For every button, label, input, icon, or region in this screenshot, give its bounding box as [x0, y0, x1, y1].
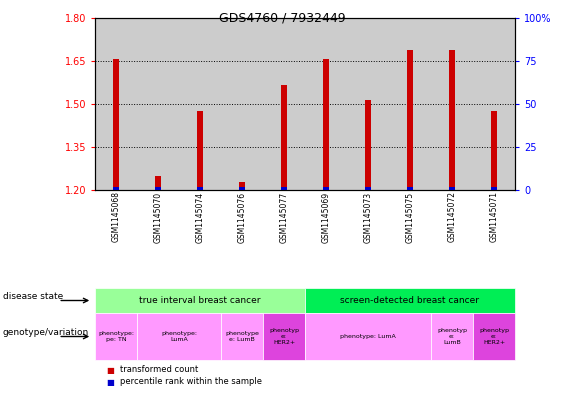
Bar — [239, 187, 245, 190]
Bar — [95, 18, 137, 190]
Bar — [263, 18, 305, 190]
Bar — [389, 18, 431, 190]
Bar — [431, 18, 473, 190]
Bar — [197, 111, 203, 190]
Bar — [407, 187, 413, 190]
Bar — [155, 187, 161, 190]
Text: phenotyp
e:
LumB: phenotyp e: LumB — [437, 328, 467, 345]
Text: GDS4760 / 7932449: GDS4760 / 7932449 — [219, 12, 346, 25]
Text: phenotype
e: LumB: phenotype e: LumB — [225, 331, 259, 342]
Bar — [449, 187, 455, 190]
Bar — [407, 50, 413, 190]
Text: phenotyp
e:
HER2+: phenotyp e: HER2+ — [269, 328, 299, 345]
Bar — [113, 187, 119, 190]
Bar — [221, 18, 263, 190]
Text: ■: ■ — [106, 378, 114, 386]
Text: genotype/variation: genotype/variation — [3, 328, 89, 337]
Bar — [347, 18, 389, 190]
Text: disease state: disease state — [3, 292, 63, 301]
Bar — [323, 187, 329, 190]
Text: percentile rank within the sample: percentile rank within the sample — [120, 378, 262, 386]
Bar — [137, 18, 179, 190]
Bar — [281, 85, 287, 190]
Bar — [239, 182, 245, 190]
Bar — [179, 18, 221, 190]
Bar — [491, 111, 497, 190]
Bar — [365, 187, 371, 190]
Bar — [113, 59, 119, 190]
Bar — [281, 187, 287, 190]
Text: phenotype:
LumA: phenotype: LumA — [161, 331, 197, 342]
Text: phenotyp
e:
HER2+: phenotyp e: HER2+ — [479, 328, 509, 345]
Bar — [491, 187, 497, 190]
Text: phenotype:
pe: TN: phenotype: pe: TN — [98, 331, 134, 342]
Bar — [449, 50, 455, 190]
Text: true interval breast cancer: true interval breast cancer — [139, 296, 261, 305]
Bar — [305, 18, 347, 190]
Bar — [323, 59, 329, 190]
Text: screen-detected breast cancer: screen-detected breast cancer — [341, 296, 480, 305]
Text: transformed count: transformed count — [120, 365, 199, 375]
Bar — [155, 176, 161, 190]
Bar — [473, 18, 515, 190]
Bar — [197, 187, 203, 190]
Bar — [365, 100, 371, 190]
Text: phenotype: LumA: phenotype: LumA — [340, 334, 396, 339]
Text: ■: ■ — [106, 365, 114, 375]
